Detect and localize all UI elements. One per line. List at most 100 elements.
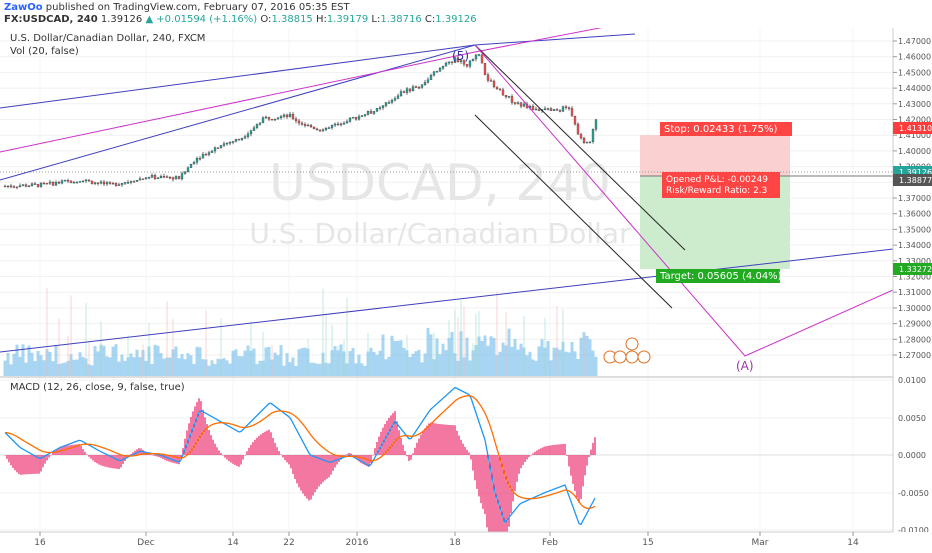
histogram-bar (296, 455, 298, 484)
candle-body (411, 86, 415, 92)
histogram-bar (496, 455, 498, 553)
support-trendline[interactable] (0, 248, 894, 353)
volume-spike (562, 308, 564, 376)
candle-body (183, 171, 187, 174)
trendline-magenta-upper[interactable] (0, 51, 476, 153)
candle-body (336, 123, 340, 126)
histogram-bar (312, 455, 314, 496)
symbol-label[interactable]: FX:USDCAD, 240 (4, 14, 98, 25)
histogram-bar (330, 455, 332, 475)
histogram-bar (20, 455, 22, 475)
candle-body (255, 124, 259, 128)
histogram-bar (74, 444, 76, 455)
volume-bar (528, 351, 532, 376)
trendline-magenta-upper-ext[interactable] (474, 24, 616, 53)
price-badge-label: 1.38877 (899, 176, 932, 185)
event-marker[interactable] (625, 350, 639, 364)
volume-bar (72, 359, 76, 376)
histogram-bar (454, 425, 456, 455)
histogram-bar (130, 454, 132, 455)
histogram-bar (584, 455, 586, 476)
volume-spike (478, 311, 480, 376)
volume-spike (454, 309, 456, 376)
histogram-bar (532, 453, 534, 455)
time-tick-label: 22 (283, 538, 294, 548)
histogram-bar (352, 455, 354, 456)
histogram-bar (504, 455, 506, 553)
stop-zone[interactable] (640, 135, 790, 176)
histogram-bar (556, 444, 558, 455)
target-label-box[interactable] (656, 269, 780, 283)
histogram-bar (302, 455, 304, 494)
event-markers[interactable] (603, 337, 651, 364)
histogram-bar (310, 455, 312, 500)
candle-body (81, 180, 85, 183)
histogram-bar (324, 455, 326, 481)
macd-title: MACD (12, 26, close, 9, false, true) (10, 382, 185, 393)
candle-body (573, 116, 577, 125)
volume-bar (273, 352, 277, 376)
volume-bar (375, 354, 379, 376)
channel-lower[interactable] (474, 114, 673, 309)
stop-label: Stop: 0.02433 (1.75%) (664, 124, 777, 135)
histogram-bar (218, 450, 220, 455)
volume-bar (537, 346, 541, 376)
histogram-bar (260, 434, 262, 455)
histogram-bar (442, 424, 444, 455)
volume-bar (114, 344, 118, 376)
histogram-bar (294, 455, 296, 479)
histogram-bar (542, 447, 544, 455)
event-marker[interactable] (625, 337, 639, 351)
pnl-label-box[interactable] (662, 172, 780, 198)
chart-area[interactable]: USDCAD, 240 U.S. Dollar/Canadian Dollar … (0, 24, 932, 553)
event-marker[interactable] (637, 350, 651, 364)
histogram-bar (536, 450, 538, 455)
username-link[interactable]: ZawOo (4, 2, 43, 13)
histogram-bar (36, 455, 38, 474)
histogram-bar (262, 432, 264, 455)
candle-body (27, 185, 31, 188)
histogram-bar (10, 455, 12, 466)
chart-canvas[interactable]: USDCAD, 240 U.S. Dollar/Canadian Dollar … (0, 24, 932, 553)
histogram-bar (66, 445, 68, 455)
candle-body (576, 123, 580, 135)
candle-body (516, 102, 520, 104)
histogram-bar (396, 421, 398, 455)
histogram-bar (46, 455, 48, 461)
price-badge-label: 1.33272 (899, 265, 932, 274)
volume-bar (156, 345, 160, 376)
trendline-blue-lower[interactable] (0, 44, 476, 181)
histogram-bar (512, 455, 514, 502)
channel-upper[interactable] (474, 44, 686, 251)
time-tick-label: 14 (847, 538, 859, 548)
candle-body (123, 182, 127, 184)
candle-body (72, 182, 76, 184)
volume-bar (333, 346, 337, 376)
candle-body (321, 129, 325, 132)
low-value: 1.38716 (380, 14, 422, 25)
histogram-bar (578, 455, 580, 503)
histogram-bar (368, 455, 370, 467)
volume-bar (576, 359, 580, 376)
volume-bar (396, 340, 400, 376)
trendline-blue-upper-ext[interactable] (474, 33, 636, 46)
candle-body (504, 94, 508, 98)
price-axis[interactable] (893, 28, 932, 538)
histogram-bar (428, 423, 430, 455)
volume-bar (309, 362, 313, 376)
candle-body (441, 65, 445, 69)
histogram-bar (376, 442, 378, 455)
trendline-blue-upper[interactable] (0, 44, 476, 109)
histogram-bar (328, 455, 330, 478)
event-marker[interactable] (613, 350, 627, 364)
wave-projection[interactable] (474, 44, 894, 357)
volume-bar (372, 351, 376, 376)
histogram-bar (448, 424, 450, 455)
candle-body (87, 179, 91, 182)
histogram-bar (242, 455, 244, 460)
volume-spike (70, 295, 72, 376)
candle-body (225, 142, 229, 145)
time-axis[interactable] (0, 532, 932, 550)
candle-body (129, 181, 133, 183)
stop-label-box[interactable] (660, 122, 792, 136)
